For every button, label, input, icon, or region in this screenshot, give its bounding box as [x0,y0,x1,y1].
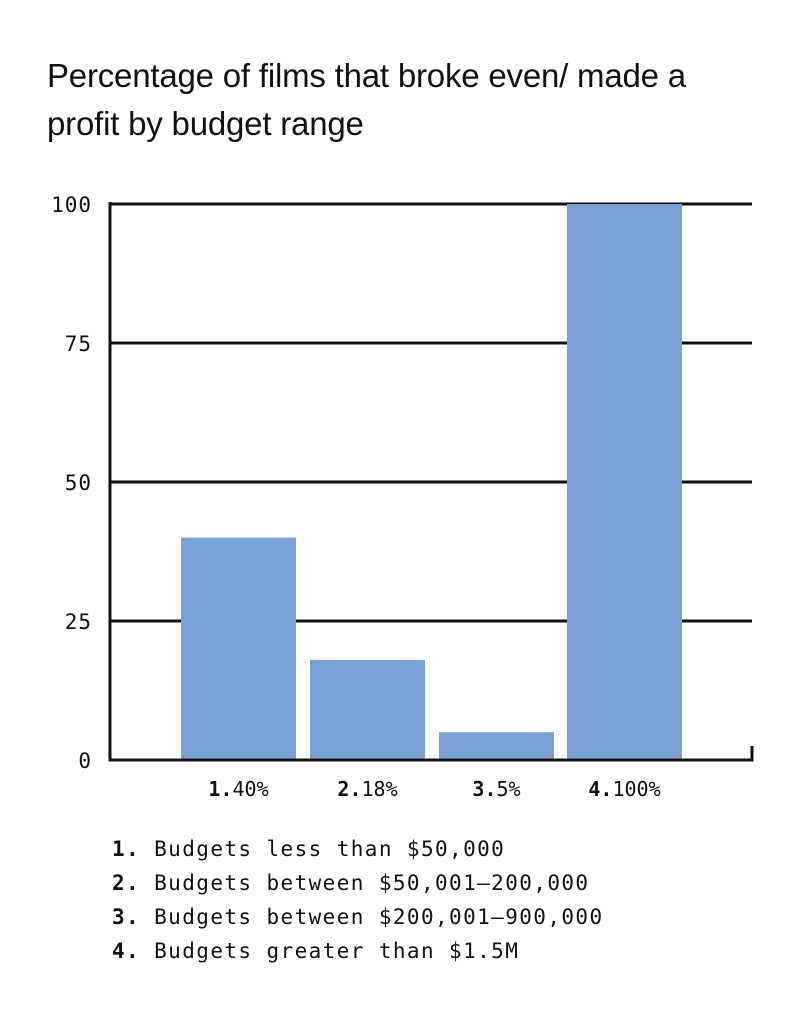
data-label: 18% [361,777,397,801]
x-tick-number: 4. [588,777,612,801]
y-tick-label: 75 [65,332,92,356]
x-tick-labels: 1.40% 2.18% 3.5% 4.100% [208,777,660,801]
legend: 1. Budgets less than $50,000 2. Budgets … [112,832,604,968]
y-tick-labels: 0 25 50 75 100 [51,193,92,773]
legend-number: 4. [112,939,141,963]
x-tick-number: 2. [337,777,361,801]
legend-text: Budgets less than $50,000 [154,837,506,861]
y-tick-label: 25 [65,610,92,634]
data-label: 40% [232,777,268,801]
legend-text: Budgets between $50,001–200,000 [154,871,590,895]
legend-item-2: 2. Budgets between $50,001–200,000 [112,866,604,900]
bar-2 [310,659,425,760]
x-tick-label: 3.5% [472,777,520,801]
x-tick-label: 2.18% [337,777,397,801]
y-tick-label: 100 [51,193,92,217]
bar-4 [567,204,682,760]
legend-item-3: 3. Budgets between $200,001–900,000 [112,900,604,934]
legend-number: 3. [112,905,141,929]
x-tick-label: 4.100% [588,777,660,801]
x-tick-number: 1. [208,777,232,801]
bar-3 [439,732,554,760]
data-label: 100% [612,777,660,801]
bars [181,204,682,760]
data-label: 5% [497,777,521,801]
x-tick-label: 1.40% [208,777,268,801]
axes [108,202,754,762]
legend-item-4: 4. Budgets greater than $1.5M [112,934,604,968]
legend-number: 1. [112,837,141,861]
legend-text: Budgets greater than $1.5M [154,939,520,963]
x-tick-number: 3. [472,777,496,801]
legend-number: 2. [112,871,141,895]
legend-text: Budgets between $200,001–900,000 [154,905,604,929]
legend-item-1: 1. Budgets less than $50,000 [112,832,604,866]
y-tick-label: 50 [65,471,92,495]
y-tick-label: 0 [78,749,92,773]
bar-1 [181,537,296,760]
chart-title: Percentage of films that broke even/ mad… [47,57,686,142]
